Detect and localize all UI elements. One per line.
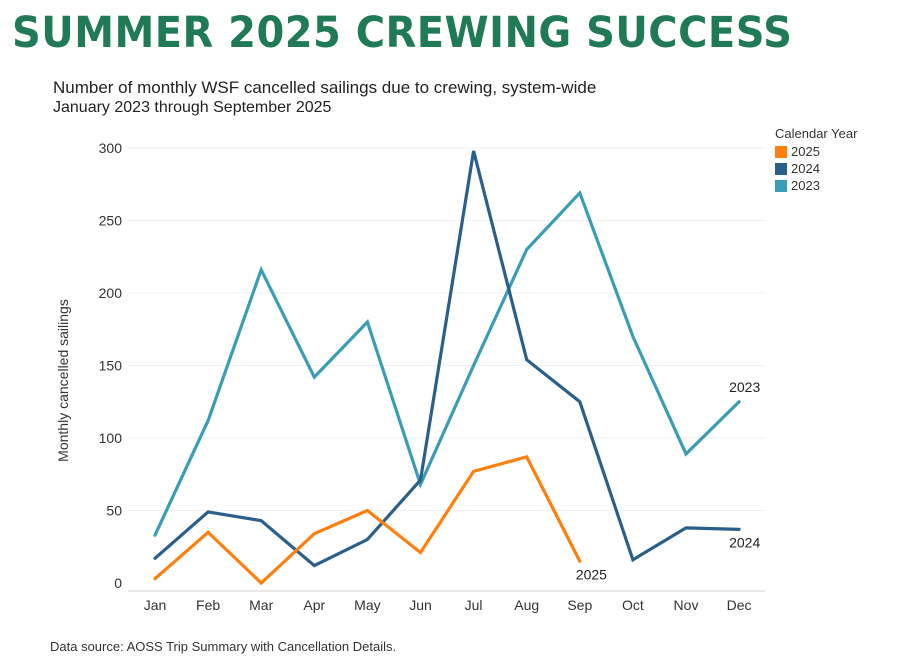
legend-item-2025[interactable]: 2025 — [775, 143, 857, 160]
y-axis-ticks: 0 50 100 150 200 250 300 — [99, 140, 123, 591]
x-tick-label-may: May — [354, 597, 380, 613]
banner-title: SUMMER 2025 CREWING SUCCESS — [12, 8, 793, 58]
legend-item-2023[interactable]: 2023 — [775, 177, 857, 194]
chart-subtitle: January 2023 through September 2025 — [53, 99, 332, 116]
x-tick-label-oct: Oct — [622, 597, 644, 613]
y-tick-label-300: 300 — [99, 140, 123, 156]
y-axis-title: Monthly cancelled sailings — [55, 299, 71, 462]
legend-swatch-2024 — [775, 162, 787, 175]
x-tick-label-jun: Jun — [409, 597, 432, 613]
x-tick-label-dec: Dec — [727, 597, 752, 613]
end-label-2023: 2023 — [729, 379, 760, 395]
legend-label-2023: 2023 — [791, 178, 820, 193]
gridlines — [128, 147, 765, 511]
chart-title: Number of monthly WSF cancelled sailings… — [53, 78, 597, 97]
x-tick-label-mar: Mar — [249, 597, 273, 613]
x-tick-label-jul: Jul — [465, 597, 483, 613]
y-tick-label-50: 50 — [106, 503, 122, 519]
x-tick-label-nov: Nov — [674, 597, 699, 613]
series-line-2025 — [153, 454, 582, 586]
legend-item-2024[interactable]: 2024 — [775, 160, 857, 177]
y-tick-label-150: 150 — [99, 358, 123, 374]
y-tick-label-250: 250 — [99, 213, 123, 229]
series-end-labels: 2023 2024 2025 — [576, 379, 761, 583]
legend-swatch-2025 — [775, 145, 787, 158]
y-tick-label-100: 100 — [99, 430, 123, 446]
data-source-note: Data source: AOSS Trip Summary with Canc… — [50, 639, 397, 654]
y-tick-label-0: 0 — [114, 575, 122, 591]
x-tick-label-jan: Jan — [144, 597, 167, 613]
series-line-2024 — [153, 150, 741, 568]
legend: Calendar Year 2025 2024 2023 — [775, 126, 857, 194]
x-tick-label-sep: Sep — [567, 597, 592, 613]
x-tick-label-aug: Aug — [514, 597, 539, 613]
legend-swatch-2023 — [775, 179, 787, 192]
end-label-2025: 2025 — [576, 566, 607, 582]
x-axis-ticks: Jan Feb Mar Apr May Jun Jul Aug Sep Oct Nov Dec — [144, 597, 752, 613]
y-tick-label-200: 200 — [99, 285, 123, 301]
x-tick-label-apr: Apr — [303, 597, 325, 613]
legend-label-2024: 2024 — [791, 161, 820, 176]
legend-label-2025: 2025 — [791, 144, 820, 159]
legend-title: Calendar Year — [775, 126, 858, 141]
end-label-2024: 2024 — [729, 534, 760, 550]
series-lines — [153, 150, 741, 586]
x-tick-label-feb: Feb — [196, 597, 220, 613]
series-line-2023 — [153, 189, 741, 537]
